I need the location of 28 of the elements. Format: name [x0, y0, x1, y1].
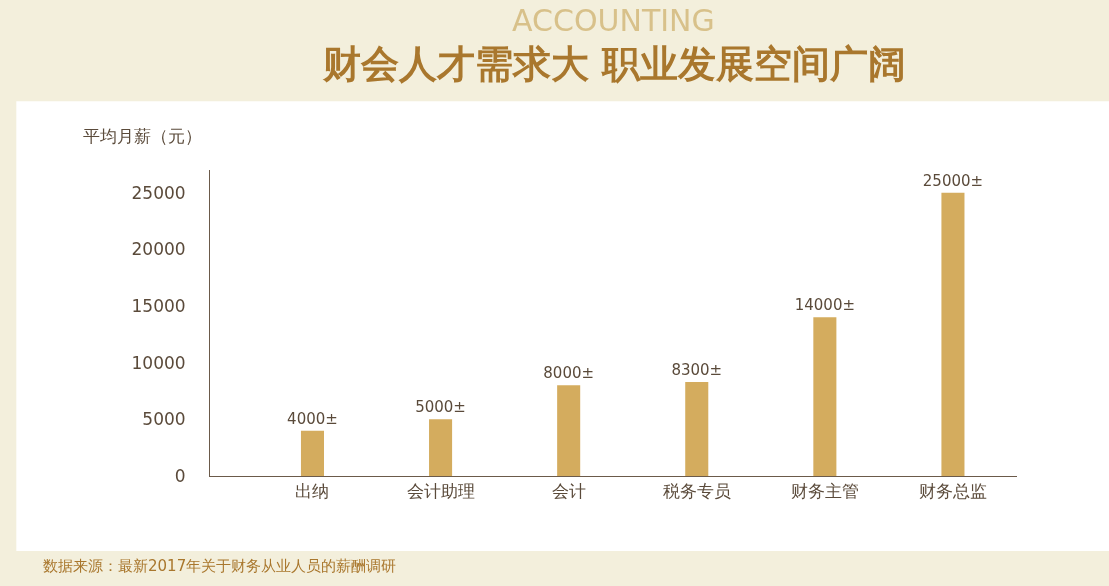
y-tick-label: 10000: [131, 352, 186, 373]
y-tick-label: 5000: [142, 409, 186, 430]
x-tick-label: 会计助理: [406, 481, 475, 502]
data-label: 14000±: [794, 296, 856, 315]
bar: [685, 381, 709, 476]
x-tick-label: 税务专员: [662, 481, 731, 502]
x-tick-label: 财务总监: [918, 481, 987, 502]
chart-title: 财会人才需求大 职业发展空间广阔: [322, 42, 907, 86]
bar: [300, 430, 324, 476]
text: ACCOUNTING: [512, 3, 715, 38]
x-tick-label: 财务主管: [790, 481, 859, 502]
data-label: 8300±: [671, 360, 723, 379]
bar: [429, 419, 453, 476]
bar: [941, 192, 965, 476]
y-tick-label: 0: [174, 465, 186, 486]
data-label: 25000±: [922, 171, 984, 190]
source-note: 数据来源：最新2017年关于财务从业人员的薪酬调研: [43, 557, 397, 575]
data-label: 5000±: [415, 398, 466, 417]
y-tick-label: 20000: [131, 239, 186, 260]
y-axis-title: 平均月薪（元）: [83, 126, 202, 146]
data-label: 4000±: [287, 409, 338, 428]
y-tick-label: 25000: [131, 182, 186, 203]
x-tick-label: 会计: [551, 481, 586, 502]
data-label: 8000±: [543, 364, 595, 383]
y-tick-label: 15000: [131, 295, 186, 316]
bar: [557, 385, 581, 476]
bar: [813, 317, 837, 476]
x-tick-label: 出纳: [295, 481, 330, 502]
